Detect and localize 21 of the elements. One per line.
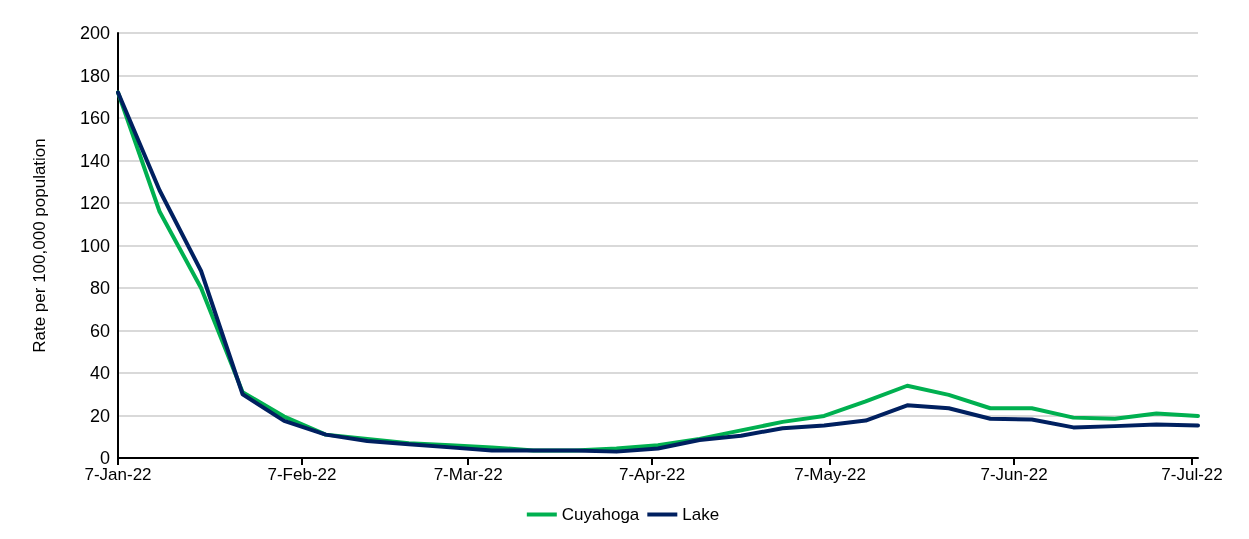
- y-tick-label: 20: [89, 405, 110, 426]
- legend-label: Lake: [682, 505, 720, 524]
- x-tick-label: 7-Feb-22: [267, 465, 337, 484]
- x-tick-label: 7-May-22: [794, 465, 866, 484]
- y-tick-label: 0: [99, 448, 110, 468]
- y-tick-label: 160: [79, 108, 110, 128]
- x-tick-label: 7-Jan-22: [84, 465, 152, 484]
- y-tick-label: 40: [89, 363, 110, 383]
- y-axis-title: Rate per 100,000 population: [30, 138, 49, 353]
- y-tick-label: 80: [89, 278, 110, 298]
- legend-label: Cuyahoga: [561, 505, 640, 524]
- y-tick-label: 140: [79, 150, 110, 171]
- x-tick-label: 7-Jul-22: [1161, 465, 1223, 484]
- y-tick-label: 100: [79, 235, 110, 256]
- y-tick-label: 60: [89, 320, 110, 341]
- y-tick-label: 180: [79, 65, 110, 86]
- y-tick-label: 200: [79, 23, 110, 43]
- y-tick-label: 120: [79, 193, 110, 213]
- x-tick-label: 7-Jun-22: [980, 465, 1048, 484]
- x-tick-label: 7-Mar-22: [433, 465, 503, 484]
- x-tick-label: 7-Apr-22: [619, 465, 686, 484]
